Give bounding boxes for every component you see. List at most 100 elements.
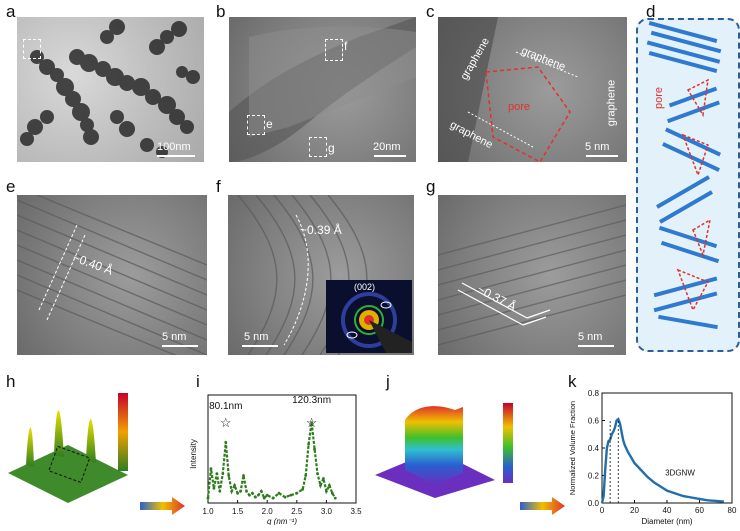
pore-diagram-c	[438, 17, 579, 162]
panel-label-g: g	[426, 177, 436, 196]
peak-annotation: 80.1nm	[209, 401, 242, 412]
panel-label-k: k	[568, 372, 577, 391]
plot-frame	[207, 394, 357, 504]
data-point	[316, 472, 319, 475]
lattice-fringes-g	[438, 204, 626, 346]
data-point	[221, 472, 225, 475]
label-graphene-right: graphene	[605, 79, 618, 127]
scale-bar-c	[586, 155, 618, 157]
data-point	[256, 493, 260, 497]
tem-image-b: f e g 20nm	[229, 17, 416, 162]
chart-k: 0 20 40 60 80 0.0 0.2 0.4 0.6 0.8 Diameter (nm) Nor…	[568, 389, 737, 526]
series-line	[206, 422, 337, 501]
y-tick-label: 0.8	[588, 389, 600, 398]
data-point	[245, 489, 248, 493]
hrtem-image-g: ~0.37 Å 5 nm	[438, 195, 626, 355]
data-point	[313, 447, 316, 451]
hrtem-image-f: ~0.39 Å (002) 5 nm	[228, 195, 414, 355]
data-point	[301, 487, 305, 491]
data-point	[327, 483, 331, 487]
data-point	[253, 495, 257, 499]
lattice-spacing-f: ~0.39 Å	[300, 223, 342, 237]
panel-label-i: i	[196, 372, 200, 391]
zoom-box-g-label: g	[328, 141, 335, 155]
y-tick-label: 0.4	[588, 444, 600, 453]
data-point	[218, 489, 222, 493]
panel-label-j: j	[386, 372, 390, 391]
data-point	[206, 496, 210, 500]
saed-inset: (002)	[326, 280, 412, 353]
peak-marker: ☆	[220, 415, 232, 430]
panel-label-b: b	[216, 2, 226, 21]
y-axis-label: Intensity	[189, 439, 198, 469]
surface-h	[8, 393, 128, 503]
data-point	[271, 496, 275, 500]
scale-bar-b	[374, 155, 406, 157]
x-tick-label: 3.0	[321, 507, 333, 516]
surface-plot-h	[8, 385, 138, 505]
zoom-box-e	[247, 115, 265, 135]
graphene-stack-schematic	[646, 21, 722, 330]
arrow-j-to-k	[520, 497, 565, 515]
data-point	[310, 421, 313, 425]
data-point	[262, 496, 266, 500]
x-tick-label: 1.5	[232, 507, 244, 516]
diffraction-pattern	[341, 292, 412, 353]
data-point	[265, 493, 269, 497]
x-axis-label: Diameter (nm)	[641, 517, 692, 526]
surface-plot-j	[375, 385, 520, 500]
x-tick-label: 60	[695, 506, 704, 515]
scale-bar-f	[242, 345, 278, 347]
data-point	[333, 496, 337, 500]
zoom-box-f	[325, 39, 343, 61]
data-point	[289, 493, 293, 497]
scale-bar-e	[162, 345, 198, 347]
data-point	[248, 493, 251, 497]
legend-label: 3DGNW	[665, 469, 695, 478]
zoom-box-e-label: e	[266, 117, 273, 131]
data-point	[227, 474, 231, 477]
plot-frame	[601, 392, 733, 504]
data-point	[239, 489, 242, 493]
data-point	[307, 442, 311, 446]
data-point	[236, 491, 239, 495]
panel-label-a: a	[6, 2, 16, 21]
zoom-box-a	[23, 39, 41, 59]
saed-label: (002)	[354, 282, 376, 292]
zoom-box-f-label: f	[344, 39, 348, 53]
data-point	[277, 491, 281, 495]
y-tick-label: 0.6	[588, 417, 600, 426]
data-point	[251, 491, 254, 495]
tem-image-a: 100nm	[17, 17, 204, 162]
x-tick-label: 1.0	[202, 507, 214, 516]
nanowire-network-a	[20, 19, 200, 158]
scale-text-e: 5 nm	[162, 331, 187, 343]
surface-j	[375, 403, 513, 498]
data-point	[330, 491, 334, 495]
panel-label-c: c	[426, 2, 435, 21]
data-point	[319, 483, 322, 487]
x-tick-label: 80	[728, 506, 737, 515]
panel-label-e: e	[6, 177, 16, 196]
data-point	[295, 491, 299, 495]
panel-label-f: f	[216, 177, 221, 196]
peak-marker: ☆	[306, 415, 318, 430]
scale-text-a: 100nm	[157, 141, 191, 153]
scale-bar-a	[157, 155, 195, 157]
scale-text-f: 5 nm	[244, 331, 269, 343]
chart-i: 1.0 1.5 2.0 2.5 3.0 3.5 q (nm⁻¹) Intensity ☆ 80.1…	[189, 394, 362, 525]
data-point	[283, 495, 287, 499]
y-tick-label: 0.0	[588, 499, 600, 508]
label-pore-d: pore	[653, 86, 666, 110]
x-axis-label: q (nm⁻¹)	[267, 517, 297, 525]
data-point	[215, 472, 219, 475]
data-point	[325, 489, 328, 493]
y-axis-label: Normalized Volume Fraction	[568, 401, 577, 495]
schematic-d: pore	[636, 18, 740, 352]
scale-text-c: 5 nm	[585, 141, 610, 153]
y-tick-label: 0.2	[588, 472, 600, 481]
data-point	[233, 483, 237, 487]
tem-image-c: graphene graphene graphene graphene pore…	[438, 17, 627, 162]
data-point	[224, 440, 228, 444]
x-tick-label: 2.0	[262, 507, 274, 516]
